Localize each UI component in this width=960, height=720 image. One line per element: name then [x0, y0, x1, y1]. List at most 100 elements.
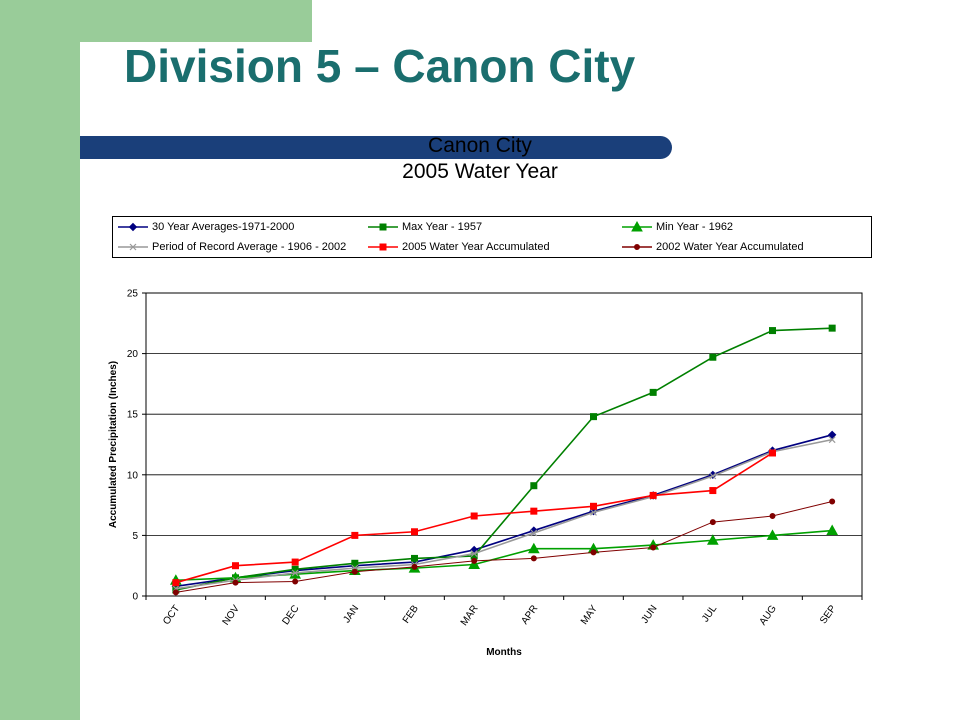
data-point [590, 549, 597, 556]
legend-label: Min Year - 1962 [656, 221, 734, 233]
data-point [411, 563, 418, 570]
legend-item: 30 Year Averages-1971-2000 [117, 218, 294, 236]
series-line [175, 500, 833, 593]
series-line [175, 438, 833, 590]
data-point [351, 568, 358, 575]
top-accent-block [80, 0, 312, 42]
x-tick-label: JUL [700, 603, 719, 624]
y-tick-label: 10 [127, 470, 139, 481]
data-point [530, 555, 537, 562]
series-4 [172, 449, 776, 587]
data-point [172, 579, 180, 587]
data-point [232, 579, 239, 586]
legend-swatch [118, 243, 148, 251]
legend-swatch [368, 223, 398, 231]
data-point [530, 482, 538, 490]
data-point [590, 413, 597, 421]
data-point [766, 529, 779, 540]
x-marker-stroke [590, 508, 597, 516]
data-point [172, 589, 179, 596]
data-point [709, 353, 717, 361]
legend-item: Min Year - 1962 [621, 218, 733, 236]
x-axis-label: Months [486, 647, 522, 658]
data-point [826, 524, 839, 536]
data-point [709, 472, 717, 480]
data-point [709, 487, 717, 495]
chart-title-block: Canon City 2005 Water Year [300, 133, 660, 185]
x-marker-stroke [828, 436, 836, 444]
chart-legend: 30 Year Averages-1971-2000 Max Year - 195… [112, 216, 872, 258]
x-tick-label: SEP [818, 603, 839, 626]
x-marker-stroke [709, 472, 717, 480]
data-point [769, 327, 776, 335]
legend-swatch-marker [631, 221, 643, 232]
legend-label: 30 Year Averages-1971-2000 [152, 221, 295, 233]
data-point [468, 558, 481, 569]
x-tick-label: AUG [758, 603, 780, 627]
data-point [351, 531, 359, 539]
legend-swatch-marker [128, 222, 138, 232]
x-tick-label: MAR [459, 603, 481, 628]
data-point [769, 449, 776, 457]
data-point [828, 324, 836, 332]
data-point [470, 550, 478, 558]
x-tick-label: OCT [161, 603, 182, 627]
data-point [706, 534, 719, 545]
series-line [175, 327, 833, 591]
legend-item: Period of Record Average - 1906 - 2002 [117, 238, 346, 256]
legend-item: Max Year - 1957 [367, 218, 482, 236]
data-point [709, 519, 716, 526]
series-5 [172, 498, 836, 596]
legend-label: 2005 Water Year Accumulated [402, 241, 550, 253]
x-marker-stroke [291, 569, 299, 577]
data-point [291, 569, 299, 577]
legend-label: Period of Record Average - 1906 - 2002 [152, 241, 347, 253]
data-point [650, 544, 657, 551]
y-axis-label: Accumulated Precipitation (Inches) [108, 361, 119, 528]
legend-swatch [622, 221, 652, 232]
data-point [590, 502, 597, 510]
data-point [769, 513, 776, 520]
legend-swatch-marker [379, 223, 387, 231]
x-tick-label: FEB [401, 603, 421, 626]
y-tick-label: 20 [127, 349, 139, 360]
x-tick-label: MAY [579, 603, 600, 627]
y-tick-label: 0 [132, 592, 138, 603]
legend-swatch [118, 222, 148, 232]
data-point [471, 557, 478, 564]
legend-swatch-marker [129, 243, 137, 251]
legend-item: 2005 Water Year Accumulated [367, 238, 550, 256]
left-accent-bar [0, 0, 80, 720]
data-point [649, 491, 657, 499]
chart-subtitle: 2005 Water Year [402, 160, 558, 183]
legend-swatch [368, 243, 398, 251]
data-point [530, 507, 538, 515]
data-point [649, 388, 657, 396]
data-point [232, 562, 239, 570]
legend-label: 2002 Water Year Accumulated [656, 241, 804, 253]
x-marker-stroke [129, 243, 137, 251]
data-point [470, 512, 478, 520]
data-point [530, 529, 538, 537]
data-point [527, 542, 540, 554]
x-marker-stroke [470, 550, 478, 558]
chart-title: Canon City [428, 134, 532, 157]
legend-swatch-marker [634, 244, 640, 250]
legend-swatch-marker [379, 243, 387, 251]
data-point [590, 508, 597, 516]
data-point [828, 436, 836, 444]
y-tick-label: 5 [132, 531, 138, 542]
data-point [291, 558, 299, 566]
series-line [175, 434, 833, 588]
data-point [829, 498, 836, 505]
title-banner-bar [80, 136, 672, 159]
x-tick-label: DEC [280, 603, 301, 627]
data-point [411, 528, 418, 536]
y-tick-label: 15 [127, 410, 139, 421]
x-marker-stroke [530, 529, 538, 537]
x-tick-label: JUN [639, 603, 659, 625]
x-tick-label: JAN [341, 603, 361, 625]
data-point [292, 578, 299, 585]
data-point [411, 554, 418, 562]
